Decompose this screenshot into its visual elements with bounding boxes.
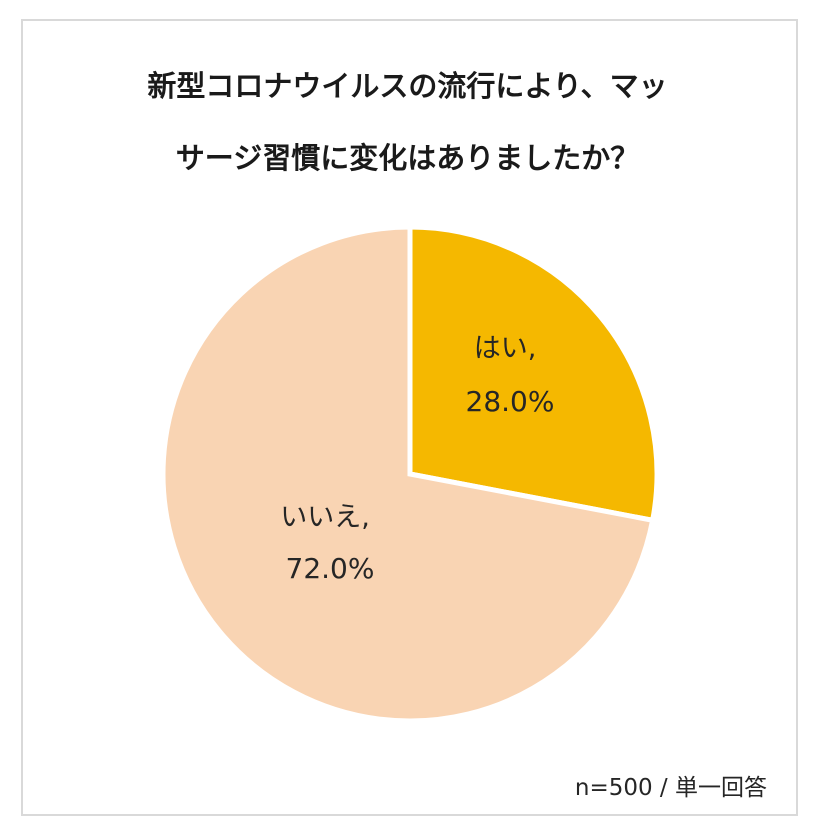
pie-slice-no (160, 224, 656, 724)
slice-label-yes-value: 28.0% (466, 385, 555, 418)
slice-label-no-value: 72.0% (286, 552, 375, 585)
sample-note: n=500 / 単一回答 (574, 775, 767, 801)
slice-label-no: いいえ, 72.0% (280, 502, 374, 585)
chart-title-line-1: 新型コロナウイルスの流行により、マッ (147, 69, 668, 103)
pie-slice-yes (407, 224, 660, 524)
chart-title-line-2: サージ習慣に変化はありましたか？ (175, 141, 640, 175)
chart-title: 新型コロナウイルスの流行により、マッ サージ習慣に変化はありましたか？ (0, 50, 815, 194)
slice-label-no-name: いいえ, (280, 502, 370, 533)
slice-label-yes-name: はい, (474, 333, 537, 364)
slice-label-yes: はい, 28.0% (466, 333, 555, 418)
pie-slices (160, 224, 660, 724)
